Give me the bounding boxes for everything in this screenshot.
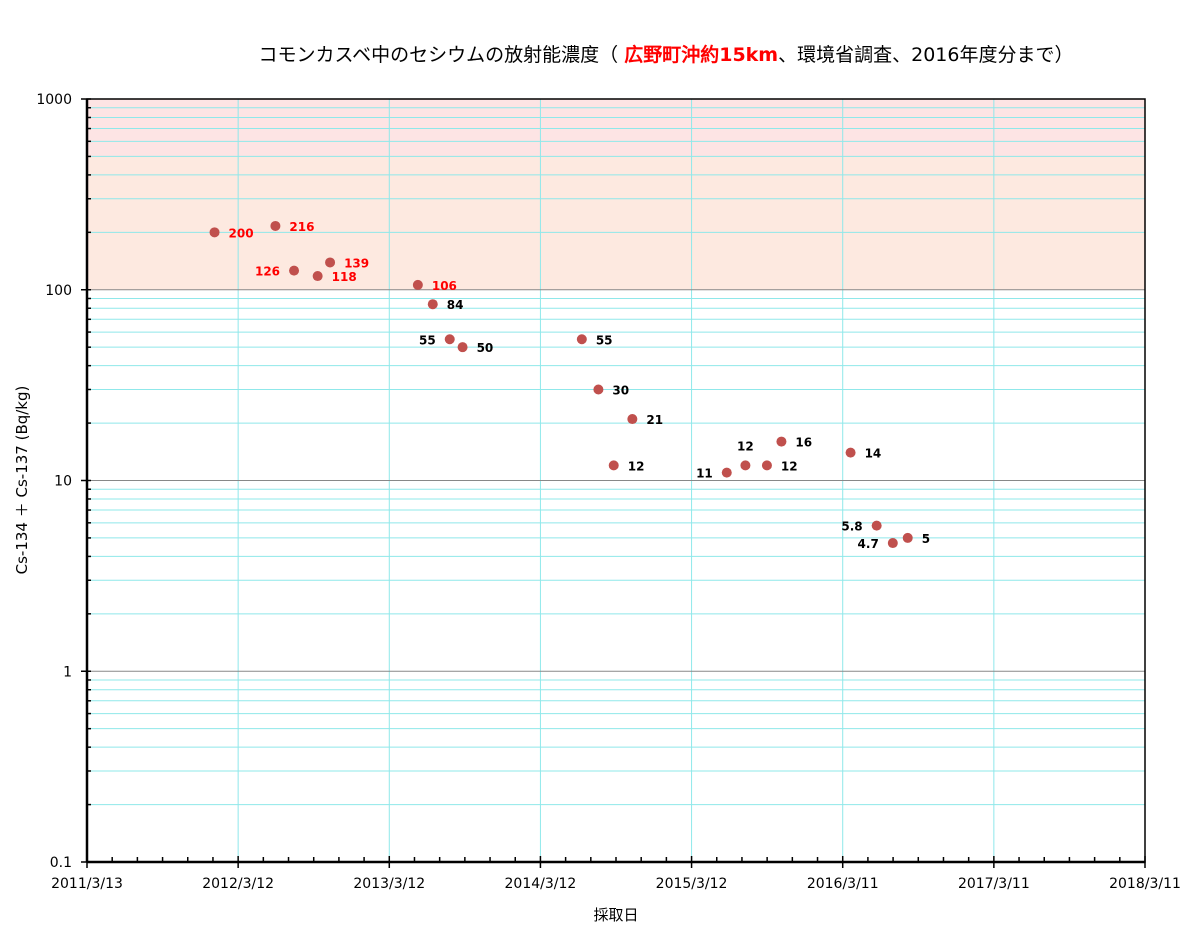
data-point (289, 265, 300, 276)
data-label: 30 (612, 383, 629, 397)
data-point (627, 414, 638, 425)
y-axis-title: Cs-134 ＋ Cs-137 (Bq/kg) (13, 386, 31, 575)
data-point (576, 334, 587, 345)
data-point (444, 334, 455, 345)
data-label: 21 (646, 413, 663, 427)
chart-title: コモンカスベ中のセシウムの放射能濃度（ 広野町沖約15km、環境省調査、2016… (259, 43, 1074, 66)
x-tick-label: 2017/3/11 (958, 876, 1030, 892)
chart-title-highlight: 広野町沖約15km (624, 43, 778, 66)
data-point (845, 447, 856, 458)
y-tick-label: 1000 (36, 92, 72, 108)
x-tick-label: 2011/3/13 (51, 876, 123, 892)
data-label: 5 (922, 532, 930, 546)
data-label: 55 (419, 333, 436, 347)
x-tick-label: 2018/3/11 (1109, 876, 1181, 892)
y-tick-label: 0.1 (50, 855, 72, 871)
data-label: 106 (432, 279, 457, 293)
data-label: 11 (696, 467, 713, 481)
data-point (721, 467, 732, 478)
band-1 (87, 99, 1145, 157)
bands-layer (87, 99, 1145, 290)
data-label: 118 (332, 270, 357, 284)
data-label: 200 (229, 226, 254, 240)
x-tick-label: 2014/3/12 (505, 876, 577, 892)
axes-layer: 0.1 1 10 100 1000 2011/3/13 2012/3/12 2013/3/12… (36, 92, 1181, 892)
chart-title-prefix: コモンカスベ中のセシウムの放射能濃度（ (259, 44, 625, 66)
data-label: 126 (255, 265, 280, 279)
data-label: 14 (865, 447, 882, 461)
data-label: 139 (344, 256, 369, 270)
data-point (209, 227, 220, 238)
data-point (902, 532, 913, 543)
data-label: 12 (628, 459, 645, 473)
data-label: 216 (289, 220, 314, 234)
band-0 (87, 156, 1145, 290)
data-point (740, 460, 751, 471)
x-tick-label: 2015/3/12 (656, 876, 728, 892)
data-point (412, 279, 423, 290)
data-label: 12 (781, 459, 798, 473)
data-label: 50 (477, 341, 494, 355)
data-point (871, 520, 882, 531)
data-label: 55 (596, 333, 613, 347)
data-point (608, 460, 619, 471)
x-tick-label: 2012/3/12 (202, 876, 274, 892)
data-point (776, 436, 787, 447)
data-label: 4.7 (858, 537, 879, 551)
data-point (312, 271, 323, 282)
y-tick-label: 100 (45, 283, 72, 299)
data-point (593, 384, 604, 395)
x-tick-label: 2016/3/11 (807, 876, 879, 892)
data-point (427, 299, 438, 310)
data-label: 5.8 (841, 520, 862, 534)
data-label: 12 (737, 439, 754, 453)
x-axis-title: 採取日 (593, 906, 638, 924)
data-label: 16 (795, 436, 812, 450)
y-tick-label: 1 (63, 664, 72, 680)
chart-title-suffix: 、環境省調査、2016年度分まで） (778, 44, 1073, 66)
data-point (457, 342, 468, 353)
data-point (761, 460, 772, 471)
x-tick-label: 2013/3/12 (353, 876, 425, 892)
data-point (887, 538, 898, 549)
data-point (325, 257, 336, 268)
y-tick-label: 10 (54, 474, 72, 490)
data-label: 84 (447, 298, 464, 312)
data-point (270, 220, 281, 231)
